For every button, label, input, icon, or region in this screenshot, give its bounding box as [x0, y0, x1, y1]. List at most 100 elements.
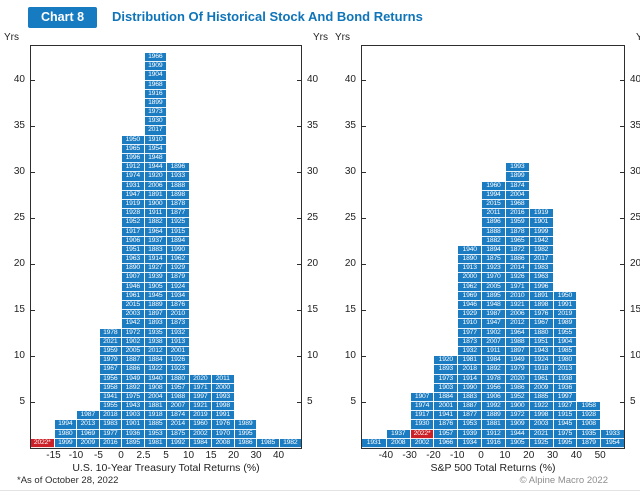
- year-cell: 1976: [212, 420, 234, 430]
- histogram-column: 1960 1994 2015 2011 1896 1888 1882 1894 1875 1923…: [481, 181, 505, 448]
- year-cell: 1937: [386, 429, 410, 439]
- chart-title: Distribution Of Historical Stock And Bon…: [112, 9, 423, 24]
- histogram-column: 1940 1890 1913 2000 1962 1969 1946 1929 1910 1977…: [457, 245, 482, 448]
- year-cell: 1943: [529, 346, 553, 357]
- y-axis-tick: [620, 355, 624, 357]
- year-cell: 2000: [458, 273, 482, 283]
- y-axis-tick-label: 35: [630, 120, 640, 131]
- year-cell: 1944: [505, 429, 529, 439]
- x-axis-tick-labels: -40 -30 -20 -10 0 10 20 30 40 50: [362, 448, 624, 461]
- year-cell-highlight: 2022*: [410, 429, 434, 439]
- y-axis-tick: [31, 171, 35, 173]
- year-cell: 1911: [482, 346, 505, 357]
- y-axis-tick: [620, 79, 624, 81]
- year-cell: 1881: [482, 420, 505, 430]
- year-cell: 2008: [386, 438, 410, 448]
- y-axis-units-label: Yrs: [335, 32, 350, 43]
- x-axis-tick-label: 10: [499, 450, 511, 461]
- y-axis-tick-label: 15: [344, 304, 356, 315]
- year-cell: 1926: [167, 356, 189, 366]
- year-cell: 1991: [212, 411, 234, 421]
- year-cell: 1915: [553, 411, 577, 421]
- y-axis-tick: [31, 355, 35, 357]
- year-cell: 1882: [482, 236, 505, 246]
- year-cell: 1923: [482, 264, 505, 274]
- year-cell: 1934: [167, 291, 189, 301]
- year-cell: 1945: [144, 291, 166, 301]
- year-cell: 2001: [167, 346, 189, 357]
- x-axis-tick-label: -15: [46, 450, 61, 461]
- year-cell: 1951: [122, 245, 144, 256]
- year-cell: 1893: [434, 365, 458, 375]
- year-cell: 1890: [458, 255, 482, 265]
- year-cell: 1899: [505, 172, 529, 182]
- y-axis-tick: [620, 171, 624, 173]
- y-axis-tick-label: 40: [13, 74, 25, 85]
- year-cell: 2019: [189, 411, 211, 421]
- year-cell: 1989: [234, 420, 256, 430]
- y-axis-tick: [620, 263, 624, 265]
- histogram-column: 1993 1899 1874 2004 1968 2016 1959 1878 1965 1872…: [504, 163, 529, 448]
- year-cell: 1987: [482, 310, 505, 320]
- year-cell: 2007: [167, 402, 189, 412]
- year-cell-highlight: 2022*: [31, 438, 54, 448]
- year-cell: 1901: [122, 420, 144, 430]
- year-cell: 1954: [601, 438, 624, 448]
- y-axis-tick-label: 5: [19, 396, 25, 407]
- y-axis-tick-label: 15: [13, 304, 25, 315]
- histogram-column: 1987 2013 1969 2009: [76, 411, 99, 448]
- year-cell: 1880: [529, 328, 553, 338]
- year-cell: 1949: [122, 374, 144, 384]
- y-axis-tick: [362, 263, 366, 265]
- chart-number-badge: Chart 8: [28, 7, 98, 28]
- year-cell: 1920: [144, 172, 166, 182]
- year-cell: 1896: [167, 163, 189, 173]
- year-cell: 1883: [458, 392, 482, 403]
- year-cell: 2004: [144, 392, 166, 403]
- histogram-column: 1985: [256, 438, 279, 448]
- year-cell: 1898: [167, 190, 189, 200]
- year-cell: 1984: [189, 438, 211, 448]
- year-cell: 1907: [122, 273, 144, 283]
- year-cell: 1968: [144, 80, 166, 90]
- year-cell: 1893: [144, 319, 166, 329]
- y-axis-tick-label: 5: [630, 396, 636, 407]
- x-axis-tick-label: -10: [68, 450, 84, 461]
- year-cell: 1955: [553, 328, 577, 338]
- year-cell: 2017: [144, 126, 166, 136]
- year-cell: 2021: [99, 337, 121, 347]
- year-cell: 1874: [167, 411, 189, 421]
- year-cell: 1927: [144, 264, 166, 274]
- x-axis-tick-label: 30: [250, 450, 262, 461]
- y-axis-tick-label: 40: [307, 74, 319, 85]
- year-cell: 1958: [577, 402, 601, 412]
- year-cell: 1997: [189, 392, 211, 403]
- year-cell: 1996: [529, 282, 553, 292]
- year-cell: 1945: [553, 420, 577, 430]
- y-axis-tick: [297, 171, 301, 173]
- y-axis-tick: [362, 171, 366, 173]
- year-cell: 1913: [167, 337, 189, 347]
- y-axis-tick: [297, 355, 301, 357]
- year-cell: 1916: [144, 89, 166, 99]
- year-cell: 1965: [122, 144, 144, 154]
- year-cell: 1983: [99, 420, 121, 430]
- year-cell: 1888: [167, 181, 189, 191]
- year-cell: 1888: [482, 227, 505, 237]
- year-cell: 1993: [505, 163, 529, 173]
- x-axis-tick-label: 50: [594, 450, 606, 461]
- year-cell: 1964: [505, 328, 529, 338]
- year-cell: 1941: [99, 392, 121, 403]
- year-cell: 1967: [529, 319, 553, 329]
- y-axis-tick-label: 5: [307, 396, 313, 407]
- y-axis-tick-label: 20: [630, 258, 640, 269]
- year-cell: 1894: [482, 245, 505, 256]
- y-axis-tick-label: 5: [350, 396, 356, 407]
- year-cell: 1878: [167, 199, 189, 210]
- year-cell: 1965: [505, 236, 529, 246]
- year-cell: 1902: [122, 337, 144, 347]
- year-cell: 1962: [167, 255, 189, 265]
- year-cell: 1911: [144, 209, 166, 219]
- year-cell: 1916: [482, 438, 505, 448]
- year-cell: 2016: [99, 438, 121, 448]
